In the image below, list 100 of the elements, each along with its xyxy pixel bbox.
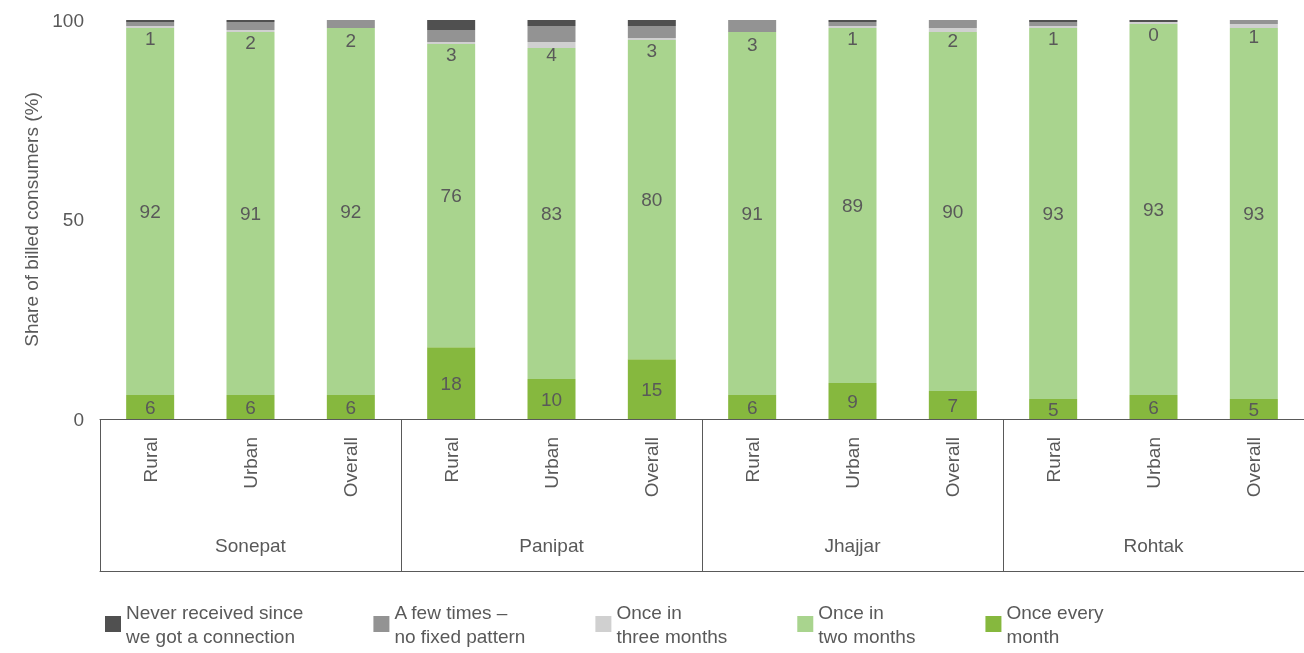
bar [1229,23,1278,28]
x-tick-label: Rural [1042,437,1064,483]
y-tick-label: 100 [52,9,84,31]
bar [1229,399,1278,419]
data-label: 92 [340,201,362,223]
data-label: 5 [1248,398,1260,420]
x-tick-label: Rural [741,437,763,483]
x-tick-label: Overall [340,437,362,498]
x-tick-label: Urban [541,437,562,489]
data-label: 2 [947,29,959,51]
data-label: 93 [1042,203,1064,225]
data-label: 5 [1047,398,1059,420]
data-label: 6 [1148,396,1159,418]
bar [627,39,676,360]
data-label: 3 [746,33,758,55]
bar [1229,27,1278,400]
data-label: 93 [1142,199,1165,221]
text: Jhajjar [824,535,882,556]
legend-label: Once in three months [616,601,728,647]
bar [427,20,476,30]
data-label: 0 [1148,24,1159,45]
data-label: 3 [646,39,658,61]
data-label: 92 [139,201,161,223]
bar [126,395,175,419]
data-label: 18 [440,372,462,394]
x-tick-label: Rural [139,437,161,483]
data-label: 93 [1243,203,1265,225]
bar [828,21,877,26]
data-label: 1 [1248,25,1260,47]
data-label: 1 [847,27,858,49]
data-label: 6 [345,396,357,418]
bar [226,395,275,419]
bar [1129,23,1178,396]
text: Panipat [519,535,585,556]
bar [728,395,777,419]
x-tick-label: Urban [1143,437,1164,489]
data-label: 1 [144,27,156,49]
bar [326,20,375,28]
bar [928,20,977,28]
bar [728,20,777,32]
data-label: 10 [540,388,563,410]
data-label: 15 [641,378,663,400]
legend-label: A few times – no fixed pattern [394,601,526,647]
x-tick-label: Rural [440,437,462,483]
bar [326,395,375,419]
data-label: 4 [546,43,558,65]
data-label: 90 [942,201,964,223]
bar [627,25,676,38]
bar [627,359,676,419]
data-label: 1 [1047,27,1059,49]
bar [828,383,877,419]
data-label: 89 [841,195,864,217]
bar [627,20,676,26]
bar [728,31,777,396]
x-tick-label: Urban [240,437,261,489]
bar [1229,20,1278,24]
data-label: 76 [440,185,462,207]
bar [527,25,576,42]
bar [226,22,275,30]
data-label: 91 [741,203,763,225]
bar [928,31,977,392]
data-label: 80 [641,189,663,211]
bar [226,31,275,396]
data-label: 2 [245,31,256,53]
x-tick-label: Overall [942,437,964,498]
bar [1029,21,1078,26]
bar [1029,27,1078,400]
data-label: 2 [345,29,357,51]
text: Sonepat [215,535,287,556]
bar [126,21,175,26]
bar [928,27,977,32]
bar [527,41,576,48]
data-label: 3 [445,43,457,65]
y-axis-title: Share of billed consumers (%) [21,92,43,347]
legend-label: Once every month [1006,601,1105,647]
y-tick-label: 0 [73,408,84,430]
x-tick-label: Urban [842,437,863,489]
bar [828,27,877,384]
bar [326,27,375,396]
data-label: 6 [746,396,758,418]
data-label: 83 [540,203,563,225]
data-label: 6 [144,396,156,418]
data-label: 6 [245,396,256,418]
bar [1029,399,1078,419]
bar [527,47,576,380]
x-tick-label: Overall [641,437,663,498]
bar [427,43,476,348]
y-tick-label: 50 [62,209,84,230]
text: Rohtak [1123,535,1185,556]
bar [1129,395,1178,419]
data-label: 9 [847,390,858,412]
legend-label: Never received since we got a connection [125,601,304,647]
bar [427,29,476,42]
legend-label: Once in two months [818,601,916,647]
x-tick-label: Overall [1243,437,1265,498]
data-label: 91 [239,203,262,225]
bar [126,27,175,396]
bar [928,391,977,419]
bar [527,20,576,26]
data-label: 7 [947,394,959,416]
